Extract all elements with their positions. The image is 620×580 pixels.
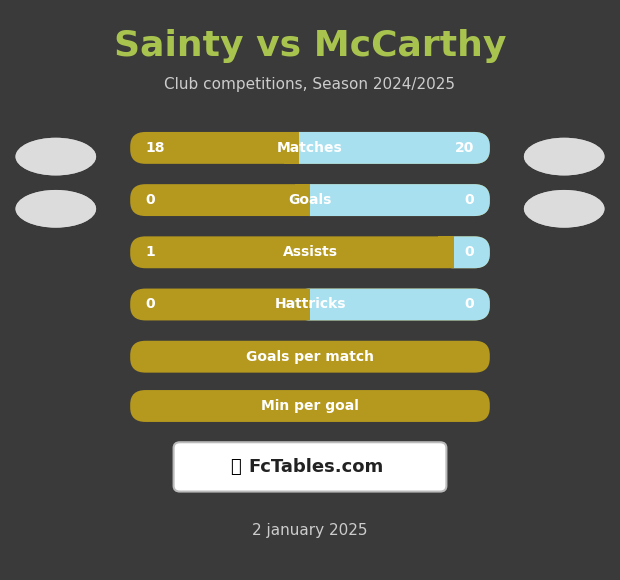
Text: Hattricks: Hattricks (274, 298, 346, 311)
Text: 2 january 2025: 2 january 2025 (252, 523, 368, 538)
Ellipse shape (16, 138, 96, 176)
Text: 0: 0 (464, 245, 474, 259)
Text: 📈: 📈 (230, 458, 241, 476)
Text: 0: 0 (464, 298, 474, 311)
Ellipse shape (524, 138, 604, 176)
Ellipse shape (524, 190, 604, 228)
FancyBboxPatch shape (294, 289, 490, 321)
Text: Club competitions, Season 2024/2025: Club competitions, Season 2024/2025 (164, 77, 456, 92)
Text: 0: 0 (146, 298, 156, 311)
FancyBboxPatch shape (130, 390, 490, 422)
Ellipse shape (16, 190, 96, 228)
FancyBboxPatch shape (438, 237, 454, 268)
Text: 1: 1 (146, 245, 156, 259)
FancyBboxPatch shape (130, 289, 490, 321)
Text: 20: 20 (455, 141, 474, 155)
Text: Goals: Goals (288, 193, 332, 207)
Text: Min per goal: Min per goal (261, 399, 359, 413)
Ellipse shape (524, 190, 604, 228)
FancyBboxPatch shape (294, 289, 310, 321)
Text: 0: 0 (464, 193, 474, 207)
FancyBboxPatch shape (284, 132, 490, 164)
FancyBboxPatch shape (130, 184, 490, 216)
FancyBboxPatch shape (294, 184, 490, 216)
FancyBboxPatch shape (174, 442, 446, 492)
Text: 0: 0 (146, 193, 156, 207)
FancyBboxPatch shape (284, 132, 299, 164)
FancyBboxPatch shape (130, 132, 490, 164)
Text: Assists: Assists (283, 245, 337, 259)
Text: Goals per match: Goals per match (246, 350, 374, 364)
FancyBboxPatch shape (130, 237, 490, 268)
Text: Matches: Matches (277, 141, 343, 155)
Ellipse shape (16, 138, 96, 176)
Ellipse shape (524, 138, 604, 176)
Text: Sainty vs McCarthy: Sainty vs McCarthy (114, 30, 506, 63)
FancyBboxPatch shape (438, 237, 490, 268)
FancyBboxPatch shape (130, 341, 490, 373)
Text: 18: 18 (146, 141, 165, 155)
Ellipse shape (16, 190, 96, 228)
FancyBboxPatch shape (294, 184, 310, 216)
Text: FcTables.com: FcTables.com (249, 458, 384, 476)
